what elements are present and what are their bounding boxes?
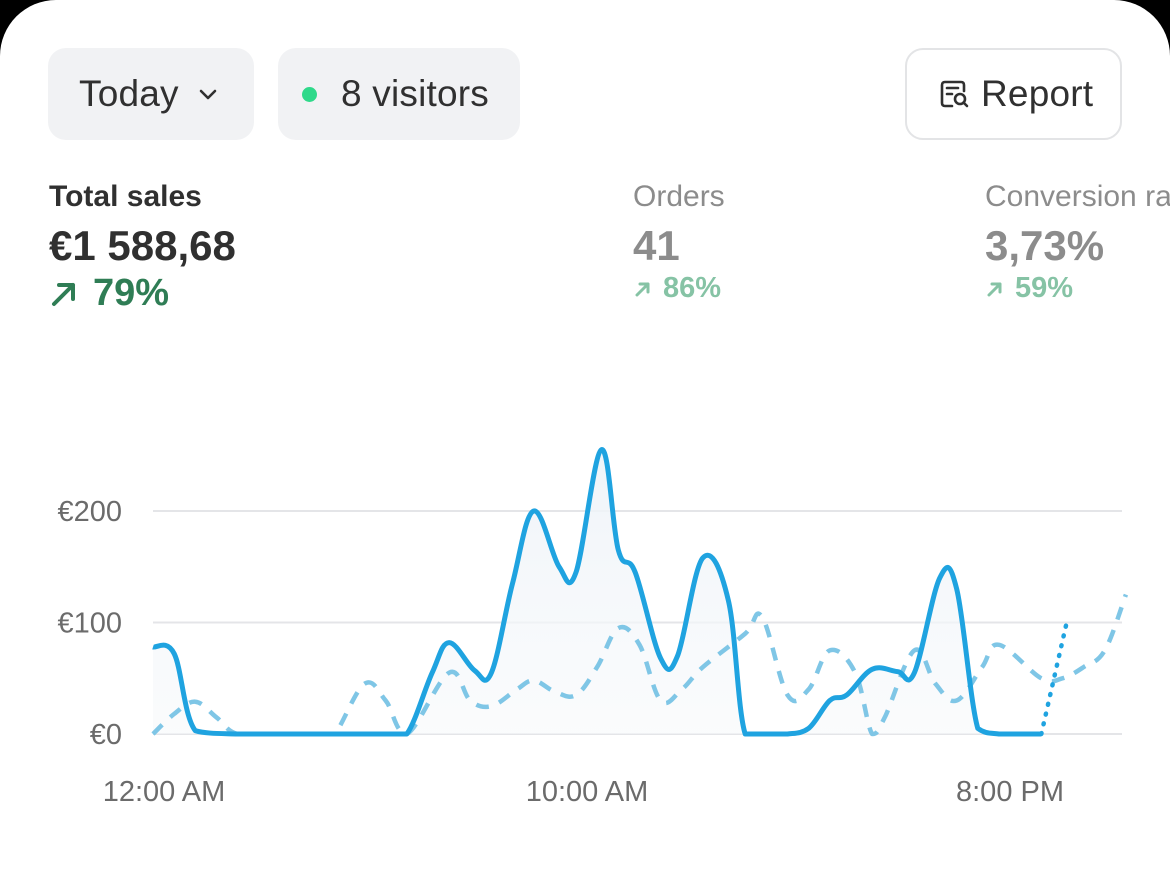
y-tick-label: €0 xyxy=(90,719,122,751)
report-search-icon xyxy=(940,80,969,108)
arrow-up-right-icon xyxy=(635,282,650,296)
series-area-fill xyxy=(153,449,1042,734)
series-line-dashed xyxy=(151,593,1129,737)
series-line-solid xyxy=(152,447,1042,737)
arrow-up-right-icon xyxy=(987,282,1002,296)
metric-change-value: 59% xyxy=(1015,272,1074,304)
metric-label: Total sales xyxy=(49,180,202,213)
metric-change-value: 86% xyxy=(663,272,722,304)
metric-label: Orders xyxy=(633,180,725,213)
metric-change: 59% xyxy=(985,272,1170,305)
metric-orders[interactable]: Orders 41 86% xyxy=(633,180,725,305)
visitors-label: 8 visitors xyxy=(341,73,489,114)
metric-value: 3,73% xyxy=(985,222,1105,269)
sales-line-chart: €0 €100 €200 12:00 AM 10:00 AM 8:00 PM xyxy=(57,447,1129,808)
y-tick-label: €200 xyxy=(57,496,122,528)
date-range-label: Today xyxy=(79,73,179,114)
x-tick-label: 12:00 AM xyxy=(103,776,226,808)
y-tick-label: €100 xyxy=(57,608,122,640)
report-label: Report xyxy=(981,73,1094,114)
metric-conversion-rate[interactable]: Conversion rate 3,73% 59% xyxy=(985,180,1170,305)
metric-value: €1 588,68 xyxy=(49,222,236,269)
metric-label: Conversion rate xyxy=(985,180,1170,213)
metric-change-value: 79% xyxy=(93,272,170,314)
report-button[interactable]: Report xyxy=(905,48,1122,140)
live-visitors-button[interactable]: 8 visitors xyxy=(278,48,520,140)
date-range-dropdown[interactable]: Today xyxy=(48,48,254,140)
series-line-dotted xyxy=(1039,620,1069,737)
x-tick-label: 8:00 PM xyxy=(956,776,1064,808)
metric-total-sales[interactable]: Total sales €1 588,68 79% xyxy=(49,180,236,315)
live-dot-icon xyxy=(302,86,317,102)
metric-value: 41 xyxy=(633,222,680,269)
x-tick-label: 10:00 AM xyxy=(526,776,649,808)
chevron-down-icon xyxy=(199,89,217,100)
metric-change: 79% xyxy=(49,272,236,315)
metric-change: 86% xyxy=(633,272,725,305)
arrow-up-right-icon xyxy=(52,282,75,306)
